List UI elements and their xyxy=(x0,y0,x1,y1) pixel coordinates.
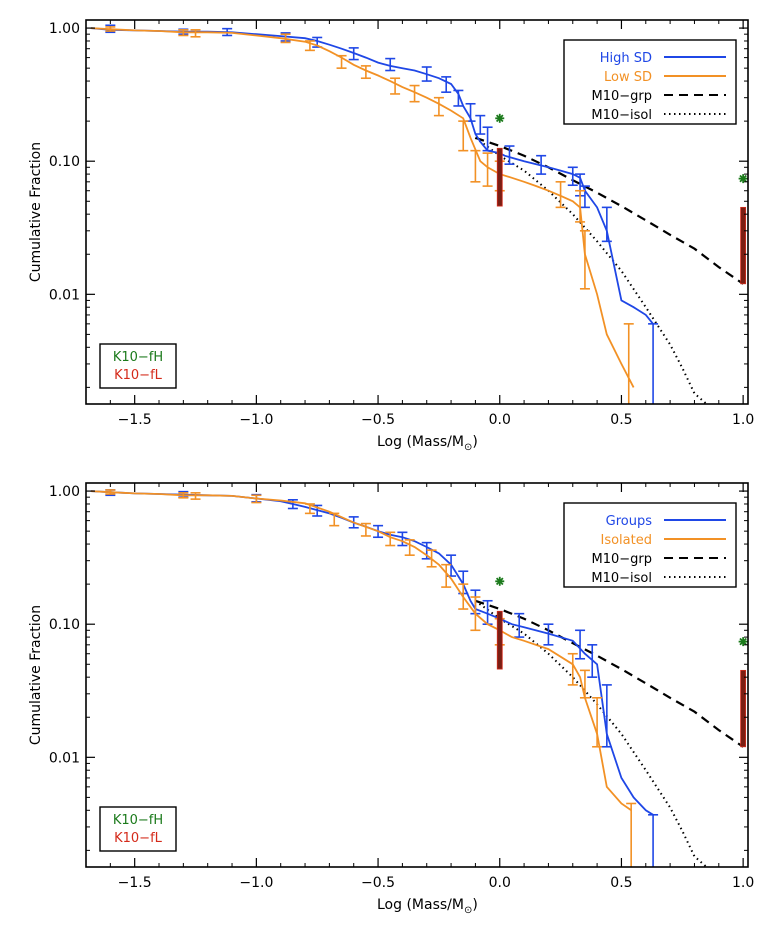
k10-fl-bar xyxy=(740,206,747,285)
plot-frame xyxy=(85,19,749,405)
legend-label: Isolated xyxy=(601,533,653,548)
inset-legend: K10−fH K10−fL xyxy=(99,343,177,389)
legend-label: M10−grp xyxy=(592,89,653,104)
inset-legend-box xyxy=(99,343,177,389)
y-tick-label: 1.00 xyxy=(49,21,80,37)
x-tick-label: 0.0 xyxy=(489,875,511,891)
y-tick-label: 1.00 xyxy=(49,484,80,500)
model-curve-dotted xyxy=(474,599,708,867)
legend: High SD Low SD M10−grp M10−isol xyxy=(563,39,737,125)
legend-label: Low SD xyxy=(604,70,652,85)
series-line-1 xyxy=(90,27,635,388)
model-curve-dashed xyxy=(475,599,744,748)
legend: Groups Isolated M10−grp M10−isol xyxy=(563,502,737,588)
x-tick-label: 0.5 xyxy=(610,875,632,891)
series-line-0 xyxy=(90,27,654,325)
y-axis-label: Cumulative Fraction xyxy=(28,142,44,282)
x-tick-label: 0.0 xyxy=(489,412,511,428)
x-tick-label: −1.5 xyxy=(118,412,152,428)
x-axis-label: Log (Mass/M⊙) xyxy=(377,897,478,916)
legend-label: M10−isol xyxy=(591,571,652,586)
k10-fh-star xyxy=(739,174,747,183)
k10-fh-star xyxy=(739,637,747,646)
legend-box xyxy=(563,39,737,125)
inset-legend-label: K10−fL xyxy=(114,831,163,846)
k10-fh-star xyxy=(495,114,504,123)
k10-fh-star xyxy=(495,577,504,586)
model-curve-dashed xyxy=(475,136,744,285)
series-line-1 xyxy=(90,490,632,812)
legend-label: M10−isol xyxy=(591,108,652,123)
inset-legend-label: K10−fL xyxy=(114,368,163,383)
x-tick-label: −1.0 xyxy=(239,875,273,891)
y-tick-label: 0.10 xyxy=(49,617,80,633)
k10-fl-bar xyxy=(740,669,747,748)
inset-legend-label: K10−fH xyxy=(113,350,163,365)
x-tick-label: 1.0 xyxy=(732,875,754,891)
y-tick-label: 0.10 xyxy=(49,154,80,170)
inset-legend-label: K10−fH xyxy=(113,813,163,828)
legend-label: Groups xyxy=(606,514,653,529)
x-tick-label: −0.5 xyxy=(361,412,395,428)
inset-legend-box xyxy=(99,806,177,852)
x-axis-label: Log (Mass/M⊙) xyxy=(377,434,478,453)
x-tick-label: 1.0 xyxy=(732,412,754,428)
inset-legend: K10−fH K10−fL xyxy=(99,806,177,852)
plot-area xyxy=(90,24,748,404)
k10-fl-bar xyxy=(496,610,503,670)
y-tick-label: 0.01 xyxy=(49,750,80,766)
legend-label: M10−grp xyxy=(592,552,653,567)
x-tick-label: −1.5 xyxy=(118,875,152,891)
plot-frame xyxy=(85,482,749,868)
x-tick-label: −1.0 xyxy=(239,412,273,428)
y-tick-label: 0.01 xyxy=(49,287,80,303)
chart-panel-2: −1.5 −1.0 −0.5 0.0 0.5 1.0 1.00 0.10 0.01 Log (Ma… xyxy=(28,482,754,916)
chart-panel-1: −1.5 −1.0 −0.5 0.0 0.5 1.0 1.00 0.10 0.01 Log (Ma… xyxy=(28,19,754,453)
legend-box xyxy=(563,502,737,588)
x-tick-label: 0.5 xyxy=(610,412,632,428)
legend-label: High SD xyxy=(600,51,652,66)
x-tick-label: −0.5 xyxy=(361,875,395,891)
plot-area xyxy=(90,489,748,867)
y-axis-label: Cumulative Fraction xyxy=(28,605,44,745)
k10-fl-bar xyxy=(496,147,503,207)
